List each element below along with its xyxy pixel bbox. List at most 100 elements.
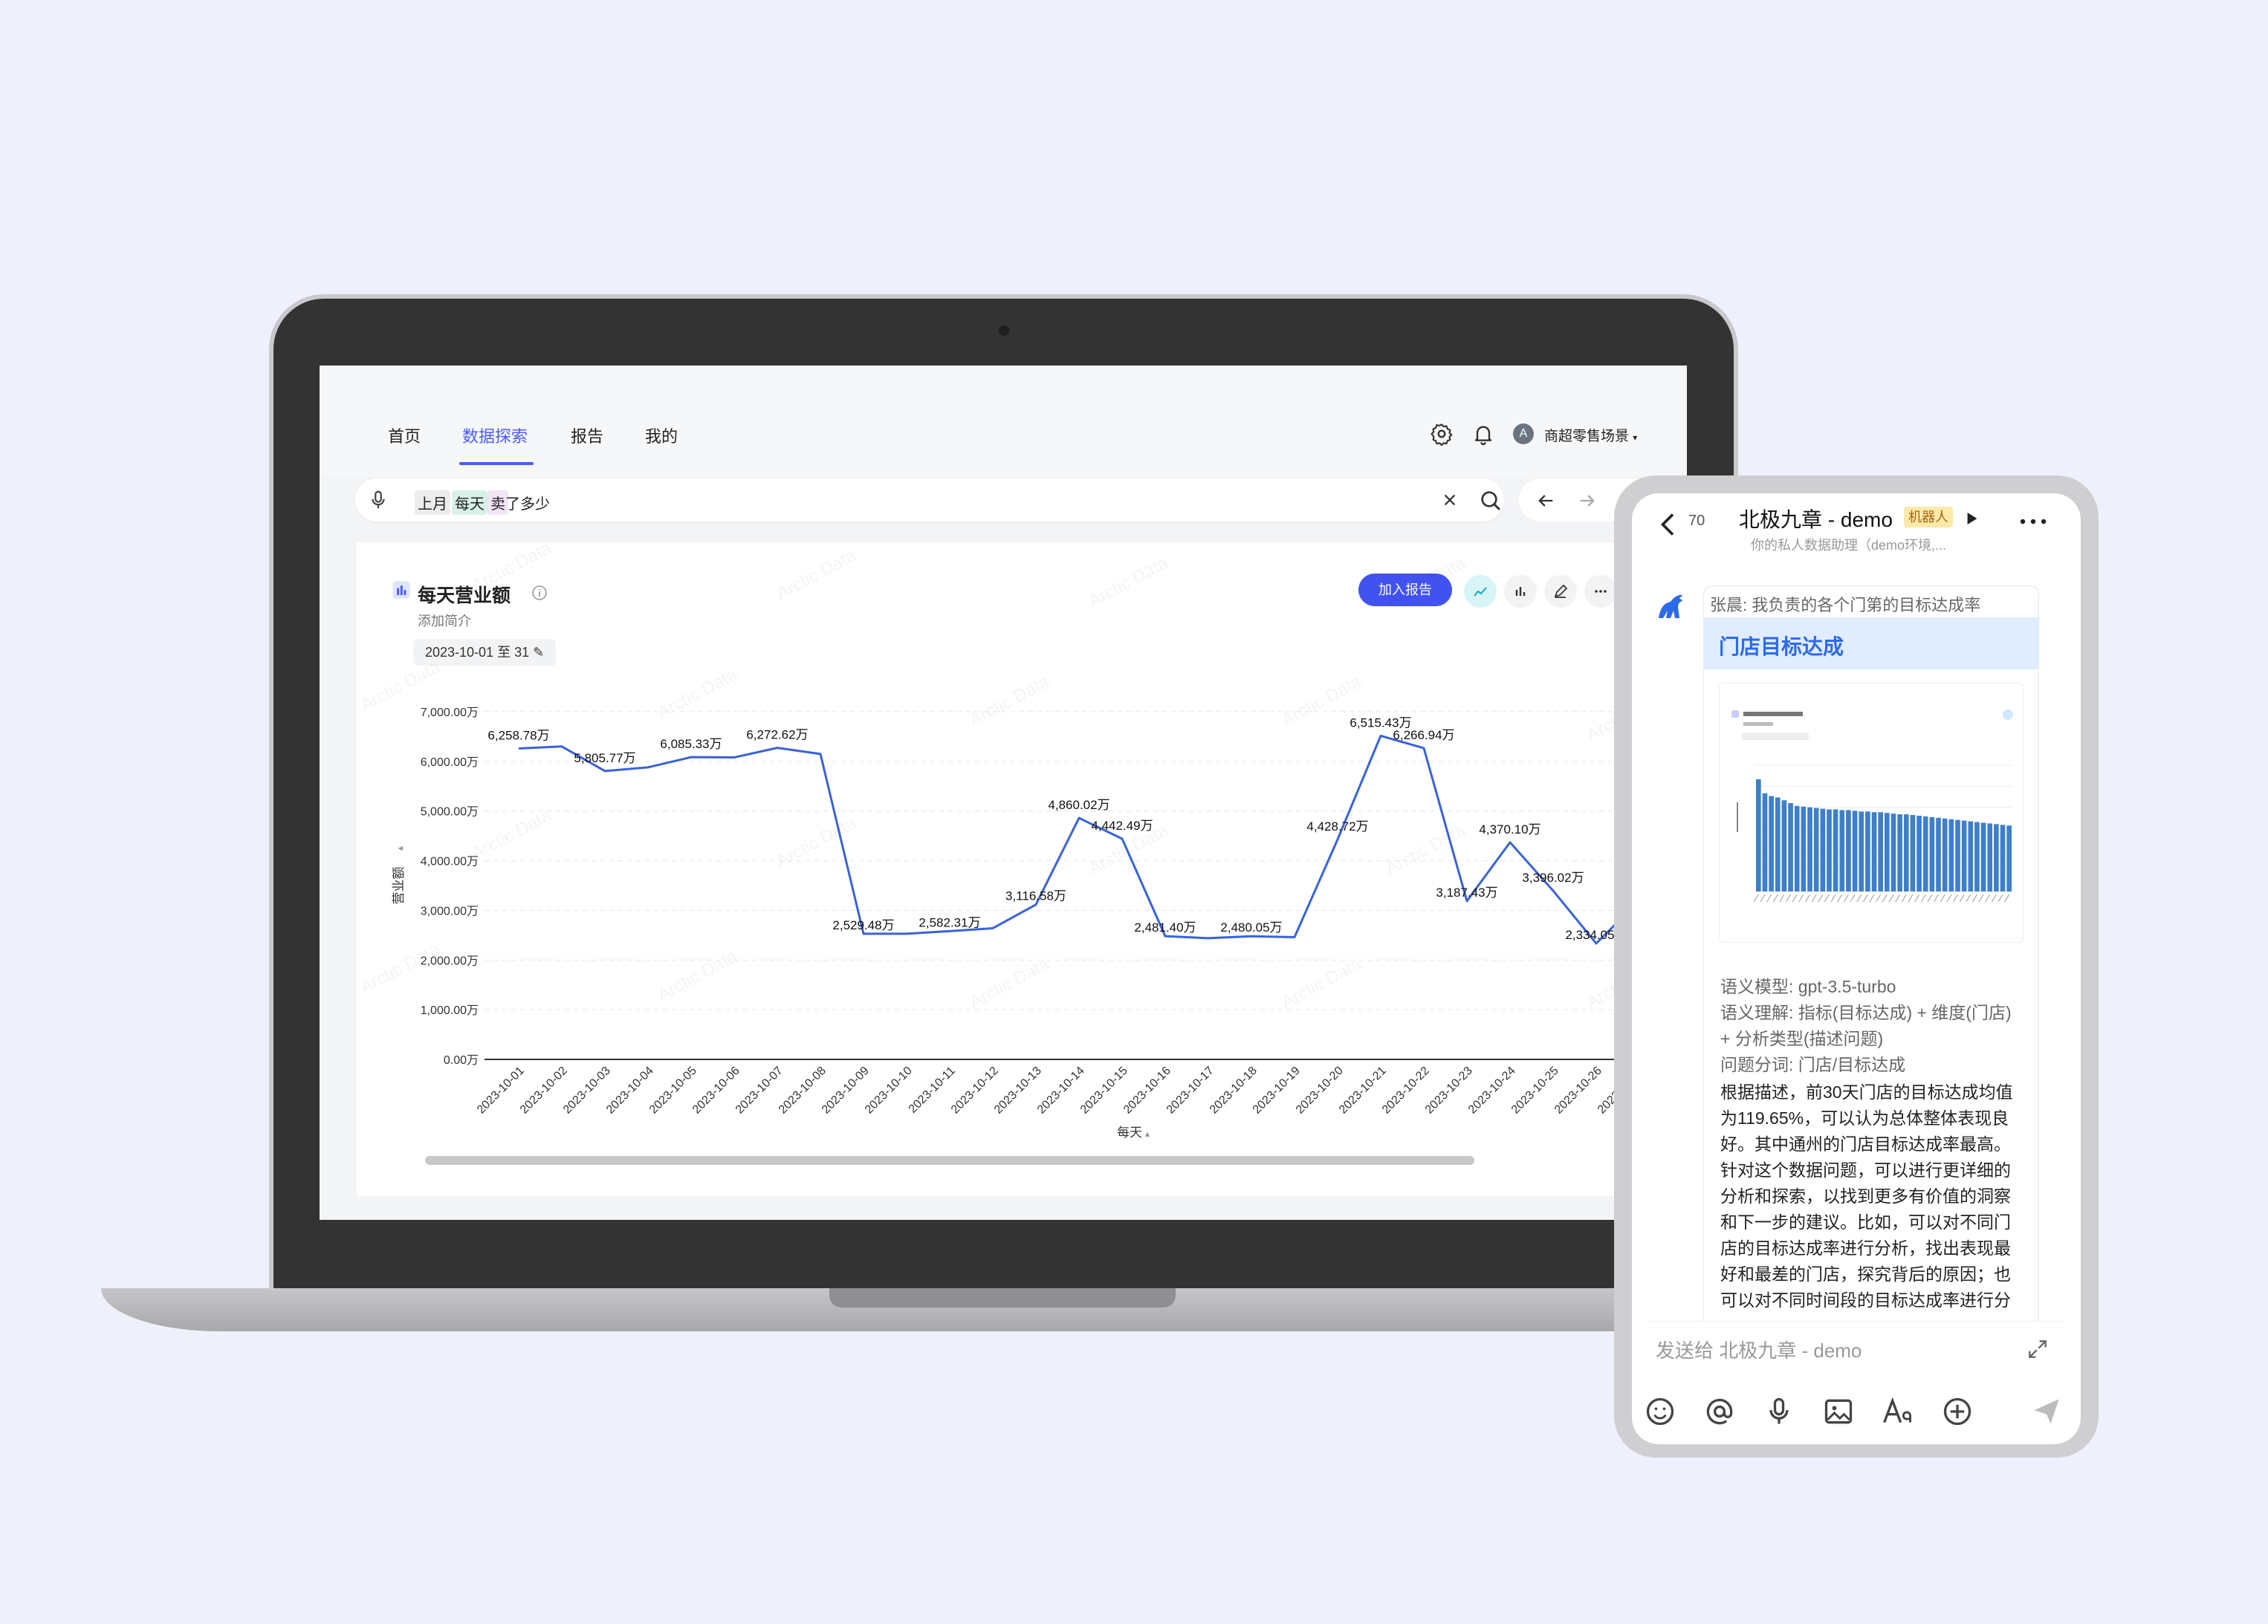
bar-chart-icon	[1515, 587, 1526, 596]
data-label: 4,428.72万	[1306, 819, 1368, 834]
chart-title[interactable]: 每天营业额	[418, 585, 511, 606]
thumb-tool-icon	[2003, 709, 2013, 720]
microphone-icon[interactable]	[1763, 1395, 1795, 1428]
thumb-bar	[1885, 813, 1890, 891]
add-to-report-button[interactable]: 加入报告	[1358, 574, 1452, 606]
data-label: 3,187.43万	[1436, 886, 1497, 900]
thumb-bar	[1955, 819, 1960, 891]
y-tick-label: 4,000.00万	[421, 856, 479, 868]
add-description-link[interactable]: 添加简介	[418, 614, 471, 629]
clear-icon[interactable]	[1442, 492, 1458, 508]
search-bar[interactable]: 上月 每天 卖 了多少	[355, 478, 1504, 522]
laptop-screen: 首页 数据探索 报告 我的 A 商超零售场景 ▾ 上月 每天 卖 了多少	[320, 366, 1687, 1220]
tab-home[interactable]: 首页	[388, 427, 421, 446]
thumb-bar	[1878, 812, 1883, 891]
thumb-x-tick	[1805, 894, 1810, 903]
thumb-x-tick	[1772, 894, 1778, 903]
thumb-x-tick	[2004, 894, 2010, 903]
search-token-daily[interactable]: 每天	[452, 490, 487, 515]
meta-understanding: 语义理解: 指标(目标达成) + 维度(门店)	[1720, 1003, 2012, 1022]
thumb-x-tick	[1959, 894, 1965, 903]
meta-model: 语义模型: gpt-3.5-turbo	[1720, 977, 1896, 996]
thumb-x-tick	[1856, 894, 1862, 903]
data-label: 2,480.05万	[1220, 920, 1282, 935]
arrow-left-icon[interactable]	[1535, 490, 1556, 511]
scene-label: 商超零售场景	[1544, 429, 1630, 444]
thumb-x-tick	[1766, 894, 1772, 903]
chat-title[interactable]: 北极九章 - demo	[1739, 508, 1893, 531]
y-tick-label: 6,000.00万	[421, 756, 479, 769]
emoji-icon[interactable]	[1644, 1395, 1676, 1428]
tab-mine[interactable]: 我的	[645, 427, 678, 446]
data-label: 2,529.48万	[832, 918, 894, 932]
thumb-x-tick	[1914, 894, 1920, 903]
thumb-x-tick	[1953, 894, 1958, 903]
x-axis-label: 每天	[1117, 1126, 1142, 1140]
scene-selector[interactable]: 商超零售场景 ▾	[1544, 425, 1637, 445]
edit-chart-button[interactable]	[1544, 575, 1577, 608]
thumb-bar	[1903, 814, 1909, 891]
thumb-bar	[1859, 811, 1864, 891]
tab-report[interactable]: 报告	[571, 427, 604, 446]
avatar[interactable]: A	[1513, 423, 1534, 444]
laptop-notch	[829, 1288, 1176, 1308]
image-icon[interactable]	[1822, 1395, 1855, 1428]
thumbnail-bar-chart	[1731, 709, 2013, 903]
horizontal-scrollbar[interactable]	[425, 1156, 1474, 1165]
more-options-button[interactable]	[1584, 575, 1617, 608]
message-input-bar[interactable]	[1647, 1321, 2066, 1373]
expand-icon[interactable]	[2026, 1337, 2050, 1361]
data-label: 3,116.58万	[1005, 889, 1066, 903]
y-tick-label: 7,000.00万	[421, 707, 479, 719]
play-arrow-icon[interactable]	[1966, 511, 1978, 526]
info-icon[interactable]	[531, 584, 548, 602]
thumb-bar	[1807, 807, 1812, 891]
thumb-x-tick	[1901, 894, 1907, 903]
data-label: 4,860.02万	[1048, 798, 1109, 812]
thumb-bar	[1980, 822, 1986, 891]
message-input-placeholder[interactable]: 发送给 北极九章 - demo	[1656, 1339, 1862, 1362]
thumb-x-tick	[1869, 894, 1875, 903]
thumb-bar	[1846, 810, 1851, 891]
date-range-chip[interactable]: 2023-10-01 至 31 ✎	[413, 639, 557, 666]
series-line	[518, 734, 1641, 945]
thumb-x-tick	[1888, 894, 1894, 903]
add-icon[interactable]	[1941, 1395, 1974, 1428]
data-label: 5,805.77万	[574, 751, 635, 765]
arrow-right-icon[interactable]	[1577, 490, 1598, 511]
thumb-x-tick	[1882, 894, 1888, 903]
more-icon[interactable]	[2017, 516, 2050, 527]
bell-icon[interactable]	[1471, 422, 1495, 446]
tab-data-explore[interactable]: 数据探索	[462, 427, 528, 446]
top-nav: 首页 数据探索 报告 我的 A 商超零售场景 ▾	[320, 366, 1687, 477]
thumb-bar	[1852, 811, 1858, 891]
thumb-bar	[1974, 822, 1980, 891]
thumb-bar	[1781, 800, 1787, 891]
chat-subtitle: 你的私人数据助理（demo环境,...	[1751, 538, 1947, 553]
microphone-icon[interactable]	[367, 489, 389, 511]
bar-chart-icon	[392, 581, 410, 599]
phone-screen: 70 北极九章 - demo 机器人 你的私人数据助理（demo环境,... 张…	[1632, 493, 2081, 1444]
mention-icon[interactable]	[1703, 1395, 1736, 1428]
y-axis-sort-icon: ▲	[396, 845, 405, 853]
thumb-bar	[1929, 816, 1935, 891]
thumb-bar	[1813, 808, 1819, 891]
thumb-bar	[1942, 818, 1948, 891]
back-icon[interactable]	[1657, 511, 1679, 538]
send-icon[interactable]	[2030, 1395, 2063, 1428]
data-label: 6,266.94万	[1393, 728, 1454, 742]
search-token-sell[interactable]: 卖	[487, 490, 508, 515]
thumb-bar	[1890, 813, 1896, 891]
font-format-icon[interactable]	[1882, 1395, 1914, 1428]
data-label: 2,334.05万	[1565, 928, 1627, 942]
thumb-x-tick	[1946, 894, 1952, 903]
gear-icon[interactable]	[1430, 422, 1454, 446]
line-chart-toggle[interactable]	[1464, 575, 1497, 608]
search-icon[interactable]	[1479, 489, 1503, 513]
search-token-last-month[interactable]: 上月	[415, 490, 450, 515]
pencil-icon	[1554, 584, 1568, 598]
chart-thumbnail[interactable]	[1719, 683, 2024, 943]
bar-chart-toggle[interactable]	[1504, 575, 1537, 608]
y-tick-label: 1,000.00万	[421, 1004, 479, 1017]
data-label: 2,481.40万	[1134, 920, 1196, 935]
